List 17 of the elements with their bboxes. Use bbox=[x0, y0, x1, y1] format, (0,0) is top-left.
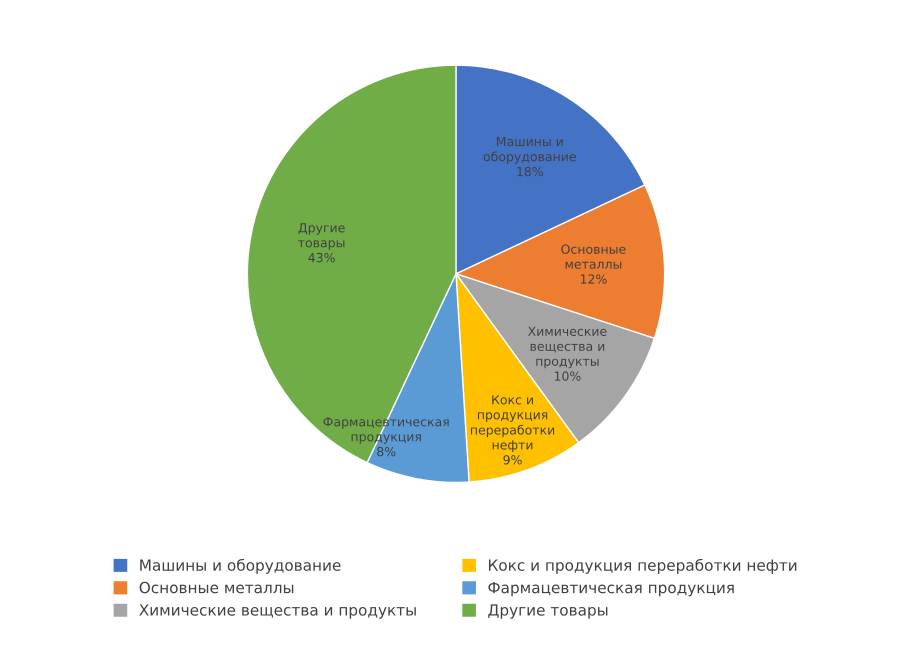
legend-label: Машины и оборудование bbox=[140, 558, 341, 574]
slice-label: Кокс и продукция переработки нефти bbox=[470, 395, 554, 452]
legend-label: Фармацевтическая продукция bbox=[488, 582, 734, 596]
data-label: 18% bbox=[517, 166, 543, 176]
data-label: 10% bbox=[554, 371, 581, 381]
legend-label: Кокс и продукция переработки нефти bbox=[488, 558, 796, 574]
slice-label: Химические вещества и продукты bbox=[528, 326, 607, 368]
slice-label: Машины и оборудование bbox=[484, 136, 576, 164]
slice-label: Основные металлы bbox=[561, 244, 626, 269]
legend-label: Другие товары bbox=[488, 604, 608, 619]
slice-label: Другие товары bbox=[298, 223, 345, 250]
data-label: 12% bbox=[580, 274, 607, 284]
data-label: 8% bbox=[377, 446, 396, 456]
legend-label: Химические вещества и продукты bbox=[139, 604, 416, 619]
legend-label: Основные металлы bbox=[140, 582, 294, 594]
data-label: 43% bbox=[308, 252, 335, 262]
data-label: 9% bbox=[503, 455, 522, 465]
